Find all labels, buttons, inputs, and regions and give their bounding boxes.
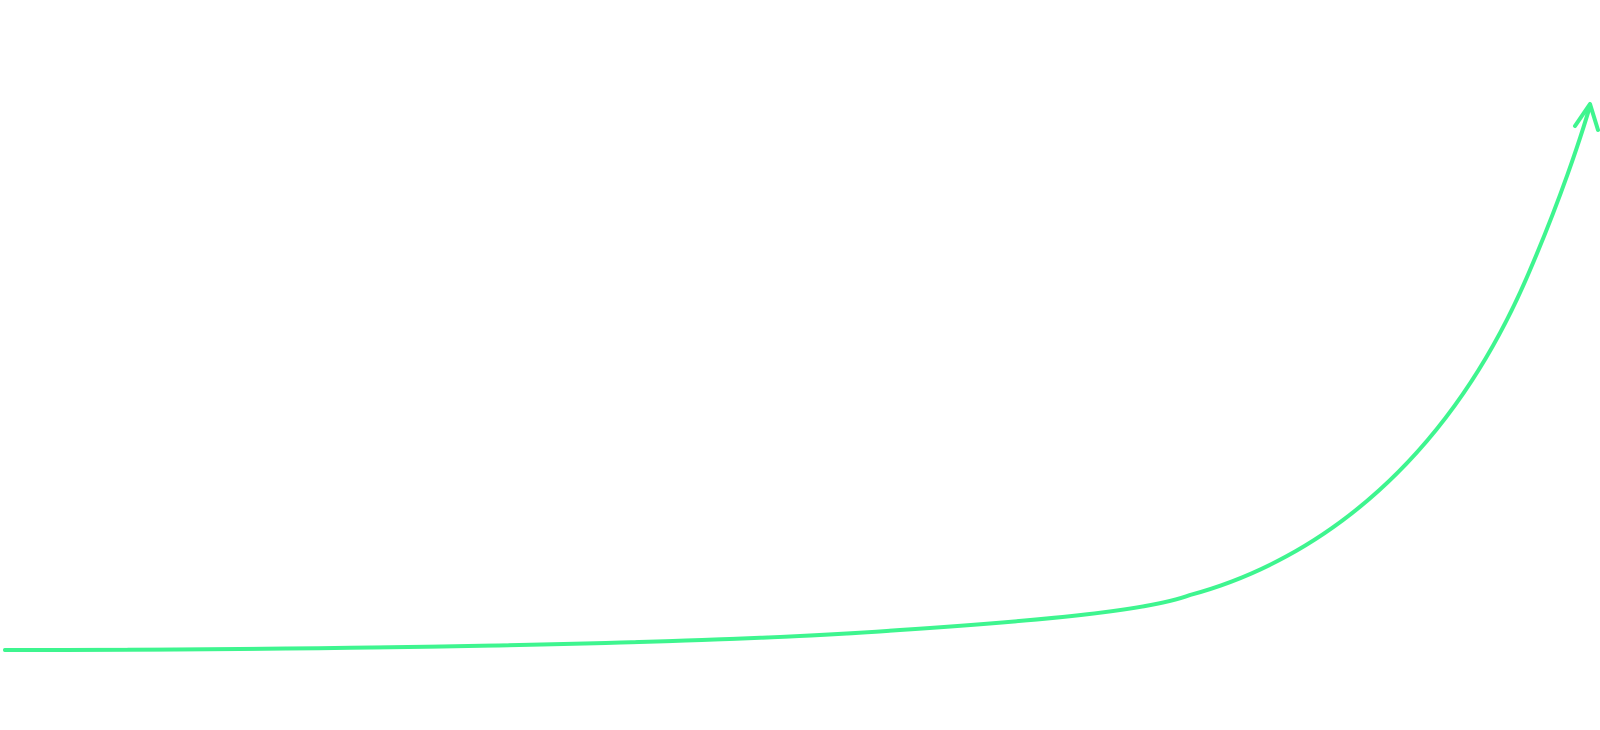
growth-curve-line bbox=[3, 104, 1592, 652]
arrowhead-icon bbox=[1573, 102, 1600, 132]
